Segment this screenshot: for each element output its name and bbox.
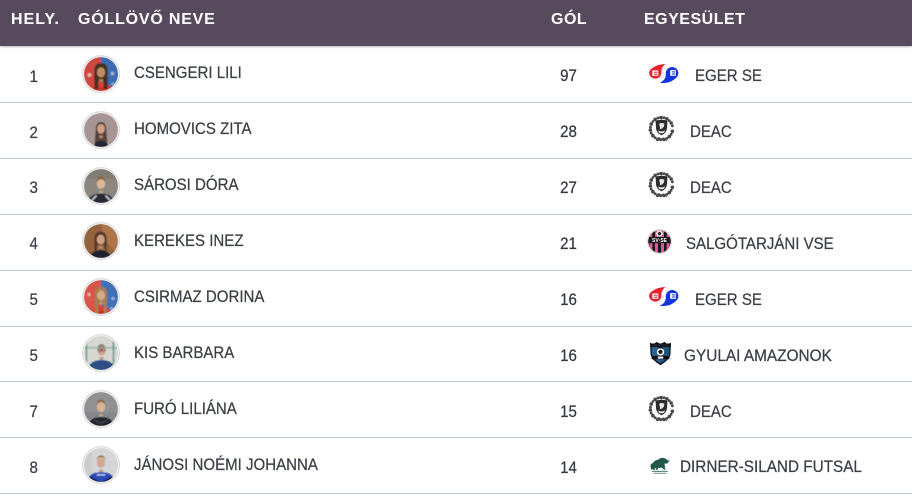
svg-text:SV·SE: SV·SE xyxy=(652,238,668,244)
